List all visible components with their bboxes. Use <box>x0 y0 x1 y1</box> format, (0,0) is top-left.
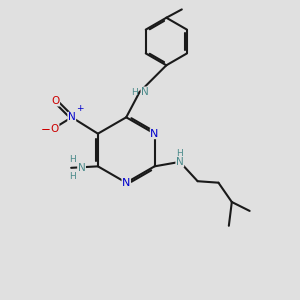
Text: N: N <box>176 157 184 167</box>
Text: N: N <box>150 129 159 139</box>
Text: H: H <box>131 88 138 97</box>
Text: +: + <box>76 104 84 113</box>
Text: N: N <box>68 112 76 122</box>
Text: −: − <box>41 123 51 136</box>
Text: H: H <box>69 155 76 164</box>
Text: O: O <box>51 96 59 106</box>
Text: N: N <box>141 87 149 97</box>
Text: H: H <box>69 172 76 181</box>
Text: O: O <box>51 124 59 134</box>
Text: H: H <box>176 149 183 158</box>
Text: N: N <box>122 178 130 188</box>
Text: N: N <box>78 163 86 173</box>
